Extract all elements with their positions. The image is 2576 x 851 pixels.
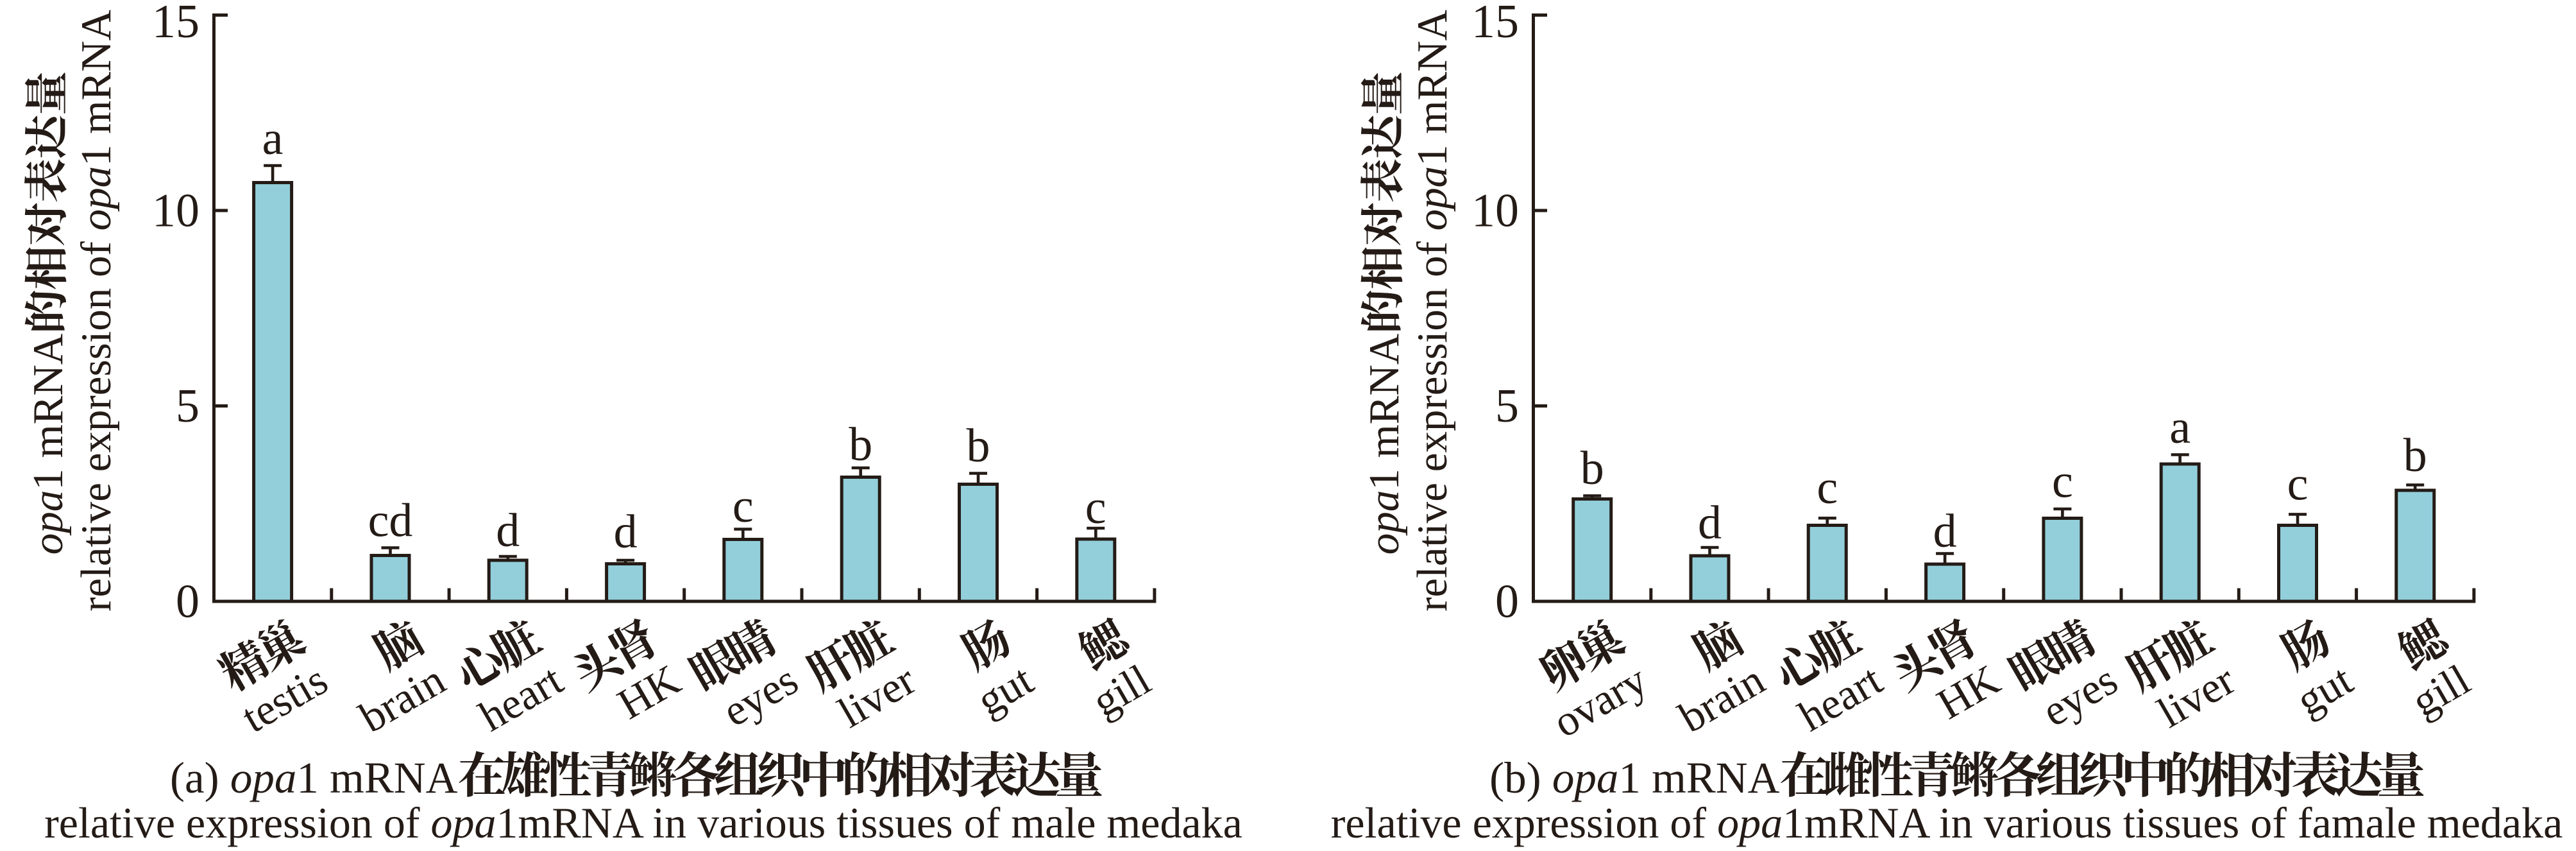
svg-text:c: c [733,480,754,533]
svg-text:c: c [2052,456,2073,508]
svg-text:5: 5 [1495,380,1519,433]
svg-text:relative expression of opa1 mR: relative expression of opa1 mRNA [72,10,120,612]
svg-text:0: 0 [1495,576,1519,628]
svg-text:c: c [1817,461,1838,514]
svg-text:d: d [496,504,520,557]
svg-text:b: b [849,418,872,471]
svg-text:5: 5 [176,380,199,433]
svg-text:d: d [614,506,638,558]
svg-text:a: a [2169,401,2190,454]
svg-text:0: 0 [176,576,199,628]
svg-text:relative expression of opa1 mR: relative expression of opa1 mRNA [1409,10,1456,612]
svg-text:relative expression of opa1mRN: relative expression of opa1mRNA in vario… [1331,798,2563,847]
svg-text:a: a [262,112,284,165]
svg-text:b: b [2403,429,2427,482]
svg-text:15: 15 [1471,0,1519,48]
svg-text:d: d [1933,505,1957,558]
svg-text:c: c [1085,481,1106,534]
svg-text:c: c [2287,458,2309,511]
svg-text:10: 10 [152,185,199,237]
svg-text:opa1 mRNA: opa1 mRNA [24,334,72,554]
svg-text:relative expression of opa1mRN: relative expression of opa1mRNA in vario… [44,798,1242,847]
svg-text:15: 15 [152,0,199,48]
svg-text:b: b [967,420,990,472]
svg-text:(a) opa1 mRNA: (a) opa1 mRNA [170,753,458,802]
svg-text:(b) opa1 mRNA: (b) opa1 mRNA [1489,753,1779,802]
svg-text:b: b [1580,442,1604,495]
svg-text:cd: cd [368,495,413,547]
svg-text:d: d [1698,497,1722,549]
svg-text:10: 10 [1471,185,1519,237]
svg-text:opa1 mRNA: opa1 mRNA [1360,334,1408,554]
